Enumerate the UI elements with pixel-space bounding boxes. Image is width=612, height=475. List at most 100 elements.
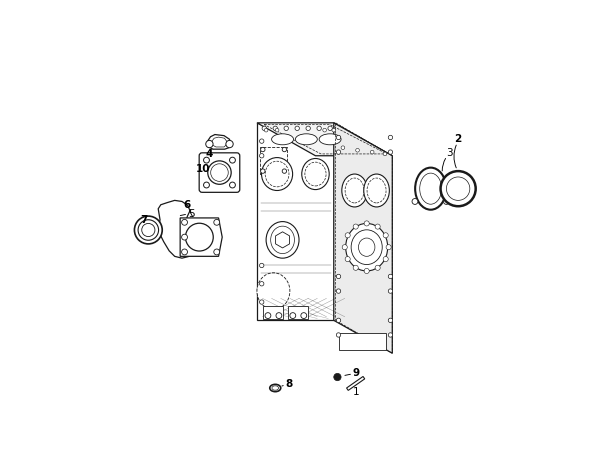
Ellipse shape [270, 384, 281, 392]
Polygon shape [275, 232, 289, 248]
Ellipse shape [359, 238, 375, 256]
Text: 6: 6 [184, 200, 191, 210]
Polygon shape [334, 123, 392, 353]
Circle shape [323, 128, 326, 132]
Circle shape [264, 128, 268, 132]
Circle shape [337, 274, 341, 279]
Circle shape [337, 289, 341, 293]
Circle shape [142, 223, 155, 237]
Circle shape [388, 274, 393, 279]
Ellipse shape [272, 386, 278, 390]
Circle shape [259, 300, 264, 304]
Ellipse shape [415, 168, 446, 209]
Circle shape [135, 216, 162, 244]
Circle shape [182, 219, 187, 225]
Ellipse shape [345, 178, 364, 203]
Circle shape [356, 148, 359, 152]
Circle shape [337, 150, 341, 154]
Circle shape [206, 141, 213, 148]
Circle shape [295, 126, 299, 131]
Ellipse shape [265, 161, 289, 187]
Polygon shape [212, 137, 226, 147]
Circle shape [214, 249, 220, 255]
Circle shape [273, 126, 277, 131]
Circle shape [383, 256, 388, 262]
Text: 2: 2 [455, 134, 461, 144]
FancyBboxPatch shape [199, 153, 240, 192]
Polygon shape [257, 123, 392, 156]
Ellipse shape [420, 173, 442, 204]
Circle shape [301, 313, 307, 319]
Circle shape [388, 318, 393, 323]
Circle shape [290, 313, 296, 319]
Circle shape [370, 150, 374, 154]
Polygon shape [346, 377, 365, 390]
Ellipse shape [296, 134, 317, 145]
Circle shape [386, 245, 391, 250]
Text: 8: 8 [286, 380, 293, 390]
Circle shape [138, 220, 159, 240]
Circle shape [204, 182, 209, 188]
Ellipse shape [364, 174, 389, 207]
Circle shape [306, 126, 310, 131]
Circle shape [282, 147, 286, 152]
Text: 7: 7 [140, 215, 147, 225]
Circle shape [259, 282, 264, 286]
Polygon shape [257, 123, 334, 320]
Circle shape [383, 233, 388, 238]
Circle shape [375, 224, 380, 229]
Circle shape [383, 152, 387, 156]
Text: 10: 10 [196, 163, 210, 173]
Circle shape [345, 256, 350, 262]
Ellipse shape [302, 159, 329, 190]
Circle shape [364, 268, 369, 274]
Circle shape [230, 182, 236, 188]
Circle shape [412, 199, 418, 204]
Circle shape [337, 135, 341, 140]
Circle shape [226, 141, 233, 148]
Ellipse shape [351, 230, 382, 265]
Text: 4: 4 [206, 149, 213, 159]
Text: 9: 9 [353, 369, 360, 379]
Circle shape [211, 164, 228, 181]
Circle shape [259, 263, 264, 268]
Circle shape [207, 161, 231, 184]
Ellipse shape [257, 273, 290, 309]
Circle shape [364, 221, 369, 226]
Circle shape [345, 233, 350, 238]
Circle shape [375, 265, 380, 270]
Circle shape [388, 150, 393, 154]
Circle shape [342, 245, 347, 250]
Ellipse shape [346, 223, 388, 271]
Circle shape [341, 146, 345, 150]
Polygon shape [207, 134, 230, 149]
Circle shape [265, 313, 271, 319]
Ellipse shape [271, 226, 294, 254]
Circle shape [259, 139, 264, 143]
Circle shape [328, 126, 332, 131]
Bar [263, 306, 283, 319]
Circle shape [388, 135, 393, 140]
Circle shape [182, 249, 187, 255]
Circle shape [214, 219, 220, 225]
Circle shape [441, 171, 476, 206]
Circle shape [262, 126, 266, 131]
Text: 1: 1 [353, 387, 360, 397]
Circle shape [204, 157, 209, 163]
Ellipse shape [261, 158, 293, 190]
Circle shape [337, 318, 341, 323]
Circle shape [334, 373, 341, 380]
Circle shape [261, 147, 265, 152]
Polygon shape [180, 218, 222, 256]
Circle shape [185, 223, 213, 251]
Ellipse shape [272, 134, 294, 145]
Circle shape [230, 157, 236, 163]
Bar [338, 333, 386, 350]
Ellipse shape [319, 134, 341, 145]
Circle shape [444, 199, 449, 204]
Circle shape [317, 126, 321, 131]
Circle shape [337, 333, 341, 337]
Text: 5: 5 [188, 209, 195, 218]
Circle shape [353, 224, 358, 229]
Circle shape [276, 313, 282, 319]
